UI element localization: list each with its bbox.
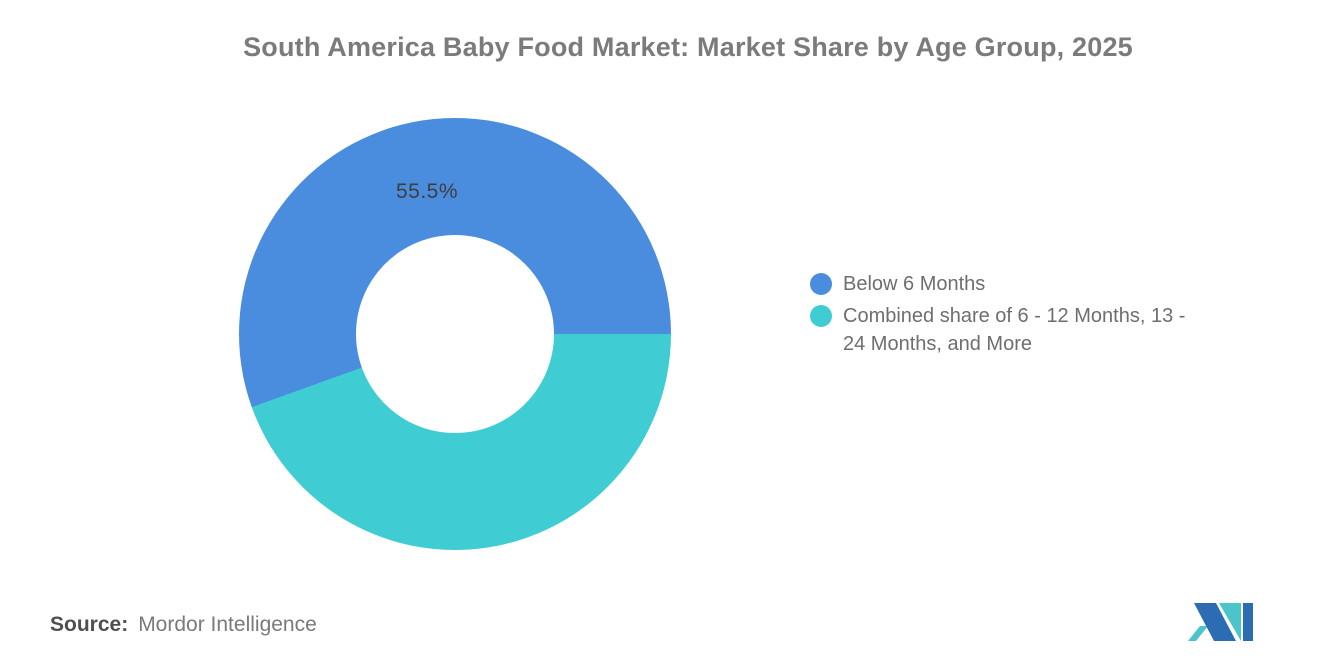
legend-item: Combined share of 6 - 12 Months, 13 - 24… xyxy=(810,302,1191,358)
logo-teal-left-shape xyxy=(1188,626,1208,641)
mordor-intelligence-logo xyxy=(1188,603,1253,641)
logo-blue-main-shape xyxy=(1194,603,1236,641)
chart-title: South America Baby Food Market: Market S… xyxy=(243,32,1133,62)
donut-chart: 55.5% xyxy=(239,118,671,550)
legend-item: Below 6 Months xyxy=(810,270,1191,298)
logo-blue-right-shape xyxy=(1243,603,1253,641)
legend-swatch-combined-share xyxy=(810,305,832,327)
source-text: Mordor Intelligence xyxy=(138,613,317,636)
source-label: Source: xyxy=(50,613,129,636)
logo-teal-right-shape xyxy=(1219,603,1241,641)
legend-label: Combined share of 6 - 12 Months, 13 - 24… xyxy=(843,305,1186,355)
donut-hole xyxy=(356,235,554,433)
chart-legend: Below 6 Months Combined share of 6 - 12 … xyxy=(810,270,1191,358)
legend-swatch-below-6-months xyxy=(810,273,832,295)
slice-data-label: 55.5% xyxy=(395,180,459,203)
source-line: Source: Mordor Intelligence xyxy=(50,613,317,637)
legend-label: Below 6 Months xyxy=(843,273,986,295)
